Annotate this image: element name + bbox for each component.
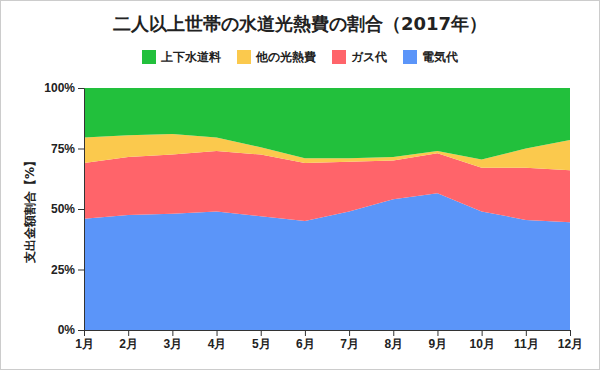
y-tick: 75% xyxy=(51,142,84,156)
chart: 二人以上世帯の水道光熱費の割合（2017年） 0% 25% 50% 75% 100% 1月 2… xyxy=(0,0,600,370)
x-tick: 11月 xyxy=(514,330,539,351)
y-tick: 25% xyxy=(51,263,84,277)
x-tick-label: 2月 xyxy=(119,337,138,351)
x-tick-label: 4月 xyxy=(208,337,227,351)
x-tick-mark xyxy=(393,330,394,336)
x-tick-label: 6月 xyxy=(296,337,315,351)
legend-swatch xyxy=(142,50,156,64)
x-tick: 2月 xyxy=(119,330,138,351)
x-axis: 1月 2月 3月 4月 5月 6月 7月 8月 9月 10月 11月 12月 xyxy=(75,330,583,351)
legend-label: 他の光熱費 xyxy=(255,50,316,64)
x-tick-mark xyxy=(349,330,350,336)
y-tick-mark xyxy=(78,330,84,331)
x-tick-label: 5月 xyxy=(252,337,271,351)
y-axis-line xyxy=(84,89,85,331)
x-tick: 5月 xyxy=(252,330,271,351)
plot-area xyxy=(84,88,570,330)
x-tick: 9月 xyxy=(429,330,448,351)
legend-swatch xyxy=(332,50,346,64)
x-axis-line xyxy=(85,330,571,331)
area xyxy=(84,88,570,159)
y-axis: 0% 25% 50% 75% 100% xyxy=(44,81,84,337)
x-tick: 3月 xyxy=(164,330,183,351)
y-tick: 100% xyxy=(44,81,84,95)
legend-label: 上下水道料 xyxy=(160,50,221,64)
x-tick: 10月 xyxy=(469,330,494,351)
x-tick-label: 11月 xyxy=(514,337,539,351)
legend-swatch xyxy=(403,50,417,64)
y-tick-label: 50% xyxy=(51,202,75,216)
x-tick-label: 9月 xyxy=(429,337,448,351)
title: 二人以上世帯の水道光熱費の割合（2017年） xyxy=(113,13,487,34)
x-tick-mark xyxy=(437,330,438,336)
y-tick: 50% xyxy=(51,202,84,216)
x-tick-mark xyxy=(305,330,306,336)
legend-item: 電気代 xyxy=(403,50,458,64)
y-tick-label: 25% xyxy=(51,263,75,277)
legend-item: 上下水道料 xyxy=(142,50,221,64)
legend-label: ガス代 xyxy=(351,50,387,64)
x-tick: 12月 xyxy=(558,330,583,351)
x-tick-mark xyxy=(172,330,173,336)
x-tick-label: 12月 xyxy=(558,337,583,351)
background xyxy=(1,1,600,370)
legend-item: 他の光熱費 xyxy=(237,50,316,64)
y-tick: 0% xyxy=(58,323,84,337)
x-tick-mark xyxy=(482,330,483,336)
x-tick-mark xyxy=(128,330,129,336)
x-tick-label: 3月 xyxy=(164,337,183,351)
y-tick-mark xyxy=(78,149,84,150)
y-tick-label: 100% xyxy=(44,81,75,95)
x-tick-mark xyxy=(261,330,262,336)
x-tick-label: 1月 xyxy=(75,337,94,351)
y-tick-mark xyxy=(78,270,84,271)
x-tick-mark xyxy=(526,330,527,336)
x-tick-label: 10月 xyxy=(469,337,494,351)
legend-swatch xyxy=(237,50,251,64)
x-tick: 7月 xyxy=(340,330,359,351)
x-tick: 1月 xyxy=(75,330,94,351)
x-tick-label: 8月 xyxy=(384,337,403,351)
y-axis-title: 支出金額割合【%】 xyxy=(23,155,37,264)
x-tick: 4月 xyxy=(208,330,227,351)
x-tick-mark xyxy=(570,330,571,336)
x-tick-mark xyxy=(84,330,85,336)
legend-item: ガス代 xyxy=(332,50,387,64)
y-tick-mark xyxy=(78,88,84,89)
y-tick-label: 75% xyxy=(51,142,75,156)
x-tick-label: 7月 xyxy=(340,337,359,351)
y-tick-label: 0% xyxy=(58,323,76,337)
y-tick-mark xyxy=(78,209,84,210)
x-tick-mark xyxy=(217,330,218,336)
legend: 上下水道料 他の光熱費 ガス代 電気代 xyxy=(142,50,458,64)
x-tick: 6月 xyxy=(296,330,315,351)
x-tick: 8月 xyxy=(384,330,403,351)
legend-label: 電気代 xyxy=(422,50,458,64)
